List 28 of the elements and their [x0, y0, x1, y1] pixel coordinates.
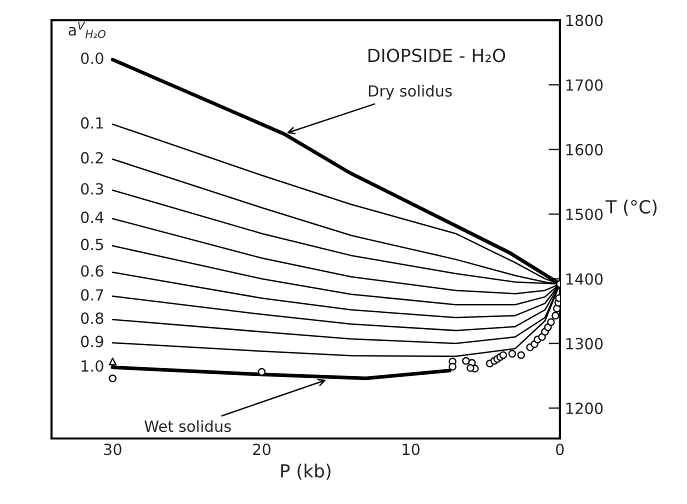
text: DIOPSIDE - H₂O	[368, 48, 506, 62]
x-axis-title: P (kb)	[281, 464, 330, 480]
y-tick-label: 1400	[566, 273, 603, 285]
x-tick-label: 30	[104, 444, 122, 456]
y-tick-label: 1800	[566, 14, 603, 26]
y-axis-title: T (°C)	[606, 200, 657, 216]
series-label: 0.4	[81, 212, 104, 224]
x-tick-label: 10	[402, 444, 420, 456]
y-tick-label: 1700	[566, 79, 603, 91]
annotation: Dry solidus	[368, 84, 452, 100]
y-tick-label: 1300	[566, 338, 603, 350]
series-label: 0.7	[81, 289, 104, 301]
series-label: 0.9	[81, 336, 104, 348]
y-tick-label: 1500	[566, 208, 603, 220]
x-tick-label: 20	[253, 444, 270, 456]
annotation: a$^{V}$$_{H₂O}$	[68, 22, 106, 38]
annotation: Wet solidus	[144, 420, 231, 432]
x-tick-label: 0	[556, 444, 564, 456]
series-label: 0.8	[81, 312, 104, 324]
series-label: 0.1	[81, 117, 103, 129]
series-label: 0.5	[81, 238, 103, 250]
y-tick-label: 1200	[566, 402, 603, 414]
series-label: 0.3	[81, 183, 104, 195]
series-label: 0.2	[81, 152, 103, 164]
series-label: 1.0	[82, 360, 104, 372]
series-label: 0.6	[81, 265, 104, 277]
y-tick-label: 1600	[566, 144, 603, 156]
series-label: 0.0	[81, 52, 104, 64]
